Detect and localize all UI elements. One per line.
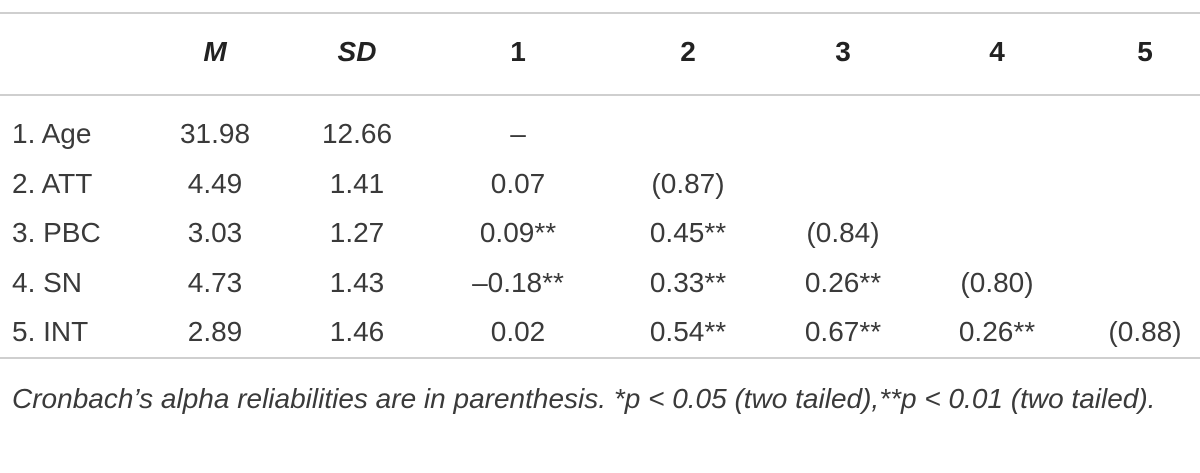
table-cell: 1.43 bbox=[329, 266, 385, 298]
table-cell: 0.09** bbox=[479, 217, 557, 248]
table-cell: 12.66 bbox=[321, 118, 393, 149]
table-cell: (0.87) bbox=[651, 167, 725, 199]
table-cell: (0.80) bbox=[960, 266, 1034, 298]
table-cell: 0.54** bbox=[649, 316, 727, 347]
column-header: 1 bbox=[510, 36, 526, 67]
table-cell: 0.33** bbox=[649, 266, 727, 298]
column-header: M bbox=[203, 36, 227, 67]
table-cell: 2.89 bbox=[187, 316, 243, 347]
footnote: Cronbach’s alpha reliabilities are in pa… bbox=[12, 383, 1156, 414]
bottom-rule bbox=[0, 357, 1200, 359]
table-cell: 0.02 bbox=[490, 316, 546, 347]
table-cell: 31.98 bbox=[179, 118, 251, 149]
row-label: 4. SN bbox=[12, 266, 83, 298]
table-cell: 4.73 bbox=[187, 266, 243, 298]
column-header: 4 bbox=[989, 36, 1005, 67]
table-cell: (0.84) bbox=[806, 217, 880, 248]
table-cell: 0.67** bbox=[804, 316, 882, 347]
row-label: 5. INT bbox=[12, 316, 89, 347]
table-cell: 4.49 bbox=[187, 167, 243, 199]
table-cell: 1.27 bbox=[329, 217, 385, 248]
header-rule bbox=[0, 94, 1200, 96]
table-cell: 0.45** bbox=[649, 217, 727, 248]
column-header: 2 bbox=[680, 36, 696, 67]
row-label: 3. PBC bbox=[12, 217, 101, 248]
table-cell: –0.18** bbox=[472, 266, 564, 298]
table-cell: (0.88) bbox=[1108, 316, 1182, 347]
column-header: SD bbox=[337, 36, 377, 67]
column-header: 3 bbox=[835, 36, 851, 67]
table-cell: 0.26** bbox=[958, 316, 1036, 347]
table-cell: 0.07 bbox=[490, 167, 546, 199]
column-header: 5 bbox=[1137, 36, 1153, 67]
table-cell: 1.46 bbox=[329, 316, 385, 347]
table-cell: – bbox=[510, 118, 526, 149]
table-cell: 0.26** bbox=[804, 266, 882, 298]
row-label: 1. Age bbox=[12, 118, 92, 149]
top-rule bbox=[0, 12, 1200, 14]
row-label: 2. ATT bbox=[12, 167, 93, 199]
table-cell: 1.41 bbox=[329, 167, 385, 199]
table-cell: 3.03 bbox=[187, 217, 243, 248]
